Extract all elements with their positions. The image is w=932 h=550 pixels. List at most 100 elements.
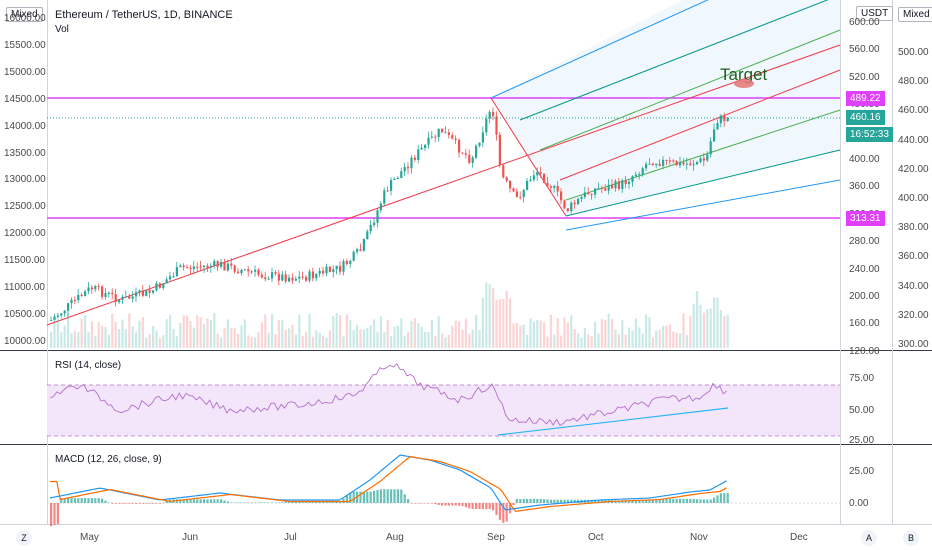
- macd-histogram-bar: [118, 503, 121, 504]
- price-rsi-separator[interactable]: [0, 350, 932, 351]
- pitchfork-handle-a: [490, 97, 567, 217]
- volume-bar: [597, 333, 600, 348]
- macd-histogram-bar: [597, 499, 600, 503]
- volume-bar: [512, 323, 515, 348]
- candle-body: [600, 188, 603, 190]
- macd-histogram-bar: [155, 503, 158, 504]
- volume-bar: [281, 320, 284, 348]
- volume-bar: [226, 319, 229, 348]
- candle-body: [189, 267, 192, 269]
- currency-button[interactable]: USDT: [856, 6, 894, 21]
- candle-body: [651, 163, 654, 166]
- candle-body: [131, 296, 134, 299]
- macd-histogram-bar: [267, 502, 270, 504]
- right-axis-label: 520.00: [849, 71, 880, 83]
- volume-bar: [594, 321, 597, 348]
- candle-body: [655, 163, 658, 166]
- volume-bar: [288, 328, 291, 348]
- candle-body: [696, 162, 699, 165]
- volume-bar: [67, 313, 70, 348]
- candle-body: [685, 163, 688, 165]
- volume-bar: [121, 319, 124, 348]
- candle-body: [675, 161, 678, 166]
- volume-bar: [124, 329, 127, 348]
- candle-body: [529, 179, 532, 181]
- volume-bar: [685, 335, 688, 348]
- rsi-macd-separator[interactable]: [0, 444, 932, 445]
- candle-body: [454, 138, 457, 140]
- volume-bar: [87, 332, 90, 348]
- macd-histogram-bar: [648, 500, 651, 503]
- macd-histogram-bar: [645, 500, 648, 503]
- volume-bar: [114, 321, 117, 348]
- volume-bar: [461, 329, 464, 348]
- candle-body: [614, 181, 617, 189]
- volume-bar: [587, 334, 590, 348]
- left-scale-mode-button[interactable]: Mixed: [6, 7, 43, 22]
- volume-bar: [84, 314, 87, 348]
- macd-histogram-bar: [220, 499, 223, 503]
- candle-body: [587, 192, 590, 194]
- candle-body: [485, 118, 488, 133]
- volume-bar: [298, 314, 301, 348]
- left-axis-label: 12500.00: [4, 201, 46, 213]
- macd-histogram-bar: [80, 498, 83, 503]
- signal-line: [50, 455, 727, 513]
- candle-body: [628, 181, 631, 184]
- time-axis-label-nov: Nov: [690, 532, 708, 543]
- candle-body: [206, 265, 209, 268]
- macd-histogram-bar: [240, 502, 243, 504]
- candle-body: [692, 164, 695, 166]
- zoom-reset-button[interactable]: Z: [16, 530, 32, 546]
- right-axis-label: 200.00: [849, 291, 880, 302]
- candle-body: [182, 265, 185, 268]
- volume-bar: [444, 337, 447, 348]
- macd-histogram-bar: [675, 498, 678, 503]
- macd-histogram-bar: [165, 501, 168, 503]
- right-scale-mode-button[interactable]: Mixed: [898, 7, 932, 22]
- volume-bar: [417, 323, 420, 348]
- candle-body: [53, 316, 56, 320]
- volume-bar: [583, 327, 586, 348]
- macd-histogram-bar: [529, 498, 532, 503]
- macd-histogram-bar: [101, 498, 104, 503]
- candle-body: [471, 157, 474, 163]
- auto-scale-button[interactable]: A: [861, 530, 877, 546]
- volume-bar: [679, 333, 682, 348]
- candle-body: [94, 286, 97, 290]
- target-annotation[interactable]: Target: [720, 65, 768, 84]
- volume-bar: [284, 329, 287, 348]
- macd-level-25: 25.00: [849, 466, 875, 477]
- volume-bar: [230, 328, 233, 348]
- candle-body: [349, 260, 352, 265]
- candle-body: [298, 276, 301, 279]
- candle-body: [226, 263, 229, 271]
- candle-body: [186, 267, 189, 269]
- volume-bar: [689, 315, 692, 348]
- macd-histogram-bar: [67, 498, 70, 503]
- candle-body: [505, 177, 508, 181]
- candle-body: [63, 310, 66, 314]
- right-axis-label: 280.00: [849, 236, 880, 248]
- macd-histogram-bar: [148, 503, 151, 504]
- candle-body: [311, 271, 314, 279]
- macd-histogram-bar: [135, 503, 138, 504]
- macd-timeaxis-separator: [0, 524, 932, 525]
- macd-histogram-bar: [468, 503, 471, 509]
- volume-bar: [662, 325, 665, 348]
- candle-body: [274, 272, 277, 274]
- candle-body: [458, 139, 461, 153]
- volume-bar: [543, 322, 546, 348]
- volume-bar: [628, 327, 631, 348]
- macd-histogram-bar: [689, 498, 692, 503]
- volume-bar: [641, 333, 644, 348]
- macd-histogram-bar: [362, 491, 365, 503]
- candle-body: [250, 271, 253, 273]
- candle-body: [383, 190, 386, 204]
- candle-body: [196, 266, 199, 268]
- volume-bar: [692, 304, 695, 348]
- left-axis-label: 15500.00: [4, 39, 46, 51]
- log-scale-button[interactable]: B: [903, 530, 919, 546]
- macd-histogram-bar: [685, 498, 688, 503]
